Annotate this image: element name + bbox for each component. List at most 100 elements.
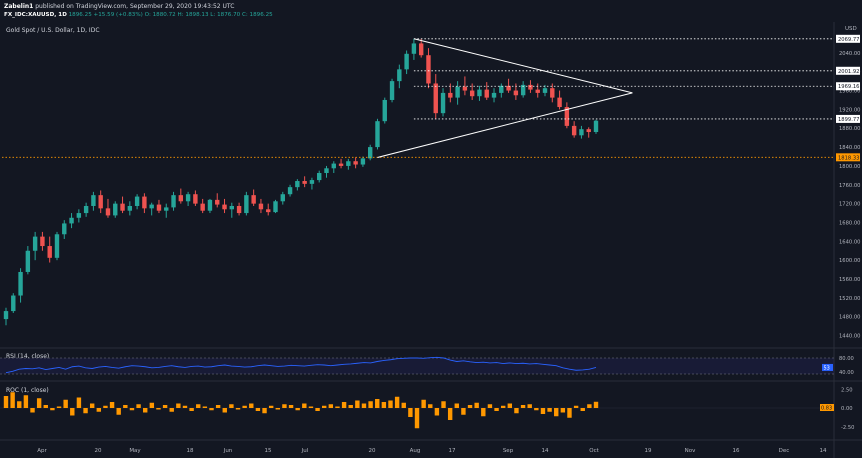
roc-bar bbox=[116, 408, 121, 415]
candle-body bbox=[317, 173, 322, 181]
candle-body bbox=[273, 201, 278, 213]
roc-bar bbox=[50, 408, 55, 411]
price-level-label: 2001.92 bbox=[838, 69, 859, 75]
time-axis-label: Nov bbox=[685, 448, 696, 454]
roc-bar bbox=[500, 405, 506, 408]
roc-bar bbox=[348, 405, 353, 408]
rsi-label: RSI (14, close) bbox=[6, 353, 50, 360]
roc-bar bbox=[447, 408, 453, 420]
roc-bar bbox=[70, 408, 75, 416]
candle-body bbox=[47, 246, 52, 258]
candle-body bbox=[171, 195, 176, 208]
candle-body bbox=[448, 92, 453, 98]
roc-bar bbox=[461, 408, 466, 415]
candle-body bbox=[550, 88, 555, 98]
roc-tick-label: 0.00 bbox=[841, 406, 853, 412]
rsi-band bbox=[0, 358, 834, 374]
candle-body bbox=[513, 90, 519, 96]
roc-bar bbox=[328, 404, 334, 408]
candle-body bbox=[535, 89, 540, 93]
roc-bar bbox=[202, 406, 208, 408]
candle-body bbox=[484, 89, 489, 98]
candle-body bbox=[142, 196, 147, 209]
roc-bar bbox=[481, 408, 486, 417]
roc-bar bbox=[63, 399, 68, 408]
candle-body bbox=[156, 204, 162, 211]
candle-body bbox=[244, 195, 249, 214]
time-axis-label: 18 bbox=[187, 448, 194, 454]
rsi-line bbox=[5, 356, 597, 374]
roc-bar bbox=[109, 402, 115, 408]
price-tick-label: 2040.00 bbox=[839, 51, 860, 57]
roc-bar bbox=[76, 397, 82, 408]
roc-bar bbox=[275, 408, 280, 410]
roc-bar bbox=[434, 408, 440, 416]
candle-body bbox=[120, 203, 125, 211]
candle-body bbox=[62, 223, 67, 235]
roc-bar bbox=[255, 408, 261, 411]
candle-body bbox=[331, 163, 336, 169]
rsi-tick-label: 40.00 bbox=[839, 370, 854, 376]
roc-bar bbox=[196, 404, 201, 408]
candle-body bbox=[324, 168, 329, 174]
time-axis-label: 14 bbox=[542, 448, 549, 454]
roc-bar bbox=[527, 404, 532, 408]
roc-tick-label: -2.50 bbox=[841, 425, 854, 431]
time-axis-label: Oct bbox=[589, 448, 599, 454]
roc-bar bbox=[129, 408, 135, 411]
roc-bar bbox=[587, 404, 592, 408]
candle-body bbox=[113, 203, 118, 216]
price-tick-label: 1640.00 bbox=[839, 239, 860, 245]
roc-bar bbox=[10, 392, 15, 408]
price-tick-label: 1600.00 bbox=[839, 258, 860, 264]
roc-bar bbox=[322, 405, 327, 408]
roc-bar bbox=[222, 408, 227, 413]
roc-bar bbox=[428, 404, 433, 408]
price-tick-label: 1720.00 bbox=[839, 202, 860, 208]
price-level-label: 1818.33 bbox=[838, 155, 859, 161]
candle-body bbox=[236, 205, 242, 214]
time-axis-label: Aug bbox=[410, 448, 421, 454]
roc-tick-label: 2.50 bbox=[841, 387, 853, 393]
candle-body bbox=[54, 234, 60, 258]
candle-body bbox=[164, 207, 169, 211]
roc-bar bbox=[162, 405, 168, 408]
candle-body bbox=[127, 205, 133, 211]
candle-body bbox=[571, 125, 577, 136]
author-name[interactable]: Zabelin1 bbox=[4, 3, 34, 10]
roc-bar bbox=[149, 402, 155, 408]
roc-bar bbox=[547, 408, 552, 412]
candle-body bbox=[229, 205, 235, 210]
roc-bar bbox=[494, 408, 499, 411]
candle-body bbox=[200, 203, 205, 211]
candle-body bbox=[178, 195, 184, 202]
price-level-tag bbox=[836, 82, 860, 91]
price-tick-label: 1520.00 bbox=[839, 296, 860, 302]
candle-body bbox=[346, 161, 351, 166]
triangle-trendline bbox=[413, 38, 633, 94]
roc-bar bbox=[381, 402, 387, 408]
roc-bar bbox=[36, 398, 42, 408]
candle-body bbox=[105, 208, 111, 216]
price-tick-label: 1760.00 bbox=[839, 183, 860, 189]
roc-bar bbox=[30, 408, 35, 413]
roc-bar bbox=[176, 403, 181, 408]
candle-body bbox=[11, 295, 16, 312]
candle-body bbox=[338, 163, 344, 166]
symbol-label[interactable]: FX_IDC:XAUUSD, 1D bbox=[4, 12, 67, 18]
candle-body bbox=[309, 180, 315, 184]
roc-bar bbox=[288, 405, 294, 408]
price-level-label: 1899.77 bbox=[838, 117, 859, 123]
roc-bar bbox=[401, 402, 406, 408]
symbol-line: FX_IDC:XAUUSD, 1D 1896.25 +15.59 (+0.83%… bbox=[4, 11, 273, 20]
candle-body bbox=[528, 84, 533, 90]
roc-bar bbox=[355, 400, 360, 408]
price-level-tag bbox=[836, 34, 860, 43]
roc-bar bbox=[421, 399, 426, 408]
candle-body bbox=[477, 89, 482, 97]
candle-body bbox=[520, 84, 526, 96]
candle-body bbox=[185, 194, 191, 202]
candle-body bbox=[455, 86, 460, 98]
roc-bar bbox=[96, 408, 102, 412]
